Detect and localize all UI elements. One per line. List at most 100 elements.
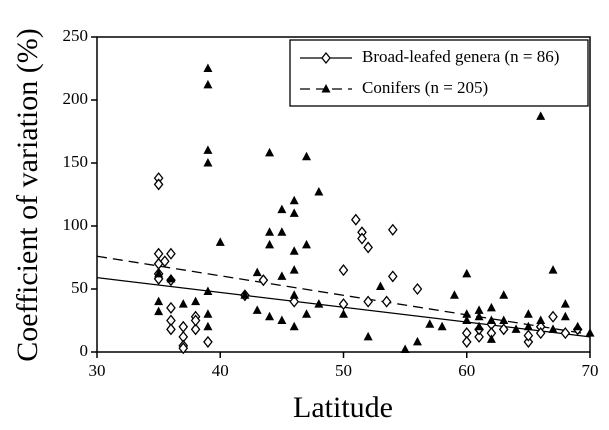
triangle-marker bbox=[289, 265, 299, 274]
triangle-marker bbox=[560, 299, 570, 308]
triangle-marker bbox=[499, 290, 509, 299]
triangle-marker bbox=[486, 334, 496, 343]
triangle-marker bbox=[321, 84, 331, 93]
triangle-marker bbox=[474, 321, 484, 331]
triangle-marker bbox=[265, 239, 275, 249]
diamond-marker bbox=[350, 213, 361, 226]
x-tick-label: 50 bbox=[335, 361, 352, 380]
diamond-marker bbox=[178, 320, 189, 333]
triangle-marker bbox=[203, 321, 213, 331]
y-tick-label: 250 bbox=[63, 26, 89, 45]
triangle-marker bbox=[499, 315, 509, 324]
triangle-marker bbox=[289, 195, 299, 205]
y-tick-label: 0 bbox=[80, 341, 89, 360]
triangle-marker bbox=[302, 239, 312, 249]
diamond-marker bbox=[412, 282, 423, 296]
diamond-marker bbox=[203, 335, 213, 348]
triangle-marker bbox=[289, 321, 299, 331]
y-tick-label: 150 bbox=[63, 152, 89, 171]
triangle-marker bbox=[302, 309, 312, 318]
triangle-marker bbox=[289, 208, 299, 217]
diamond-marker bbox=[498, 323, 509, 336]
triangle-marker bbox=[252, 267, 262, 277]
triangle-marker bbox=[203, 79, 213, 89]
trend-line bbox=[96, 255, 591, 336]
triangle-marker bbox=[289, 290, 299, 299]
triangle-marker bbox=[486, 302, 496, 312]
triangle-marker bbox=[462, 268, 472, 278]
diamond-marker bbox=[387, 223, 398, 236]
y-tick-label: 100 bbox=[63, 215, 89, 234]
diamond-marker bbox=[166, 301, 176, 314]
triangle-marker bbox=[166, 273, 176, 283]
y-tick-label: 50 bbox=[71, 278, 88, 297]
triangle-marker bbox=[203, 286, 213, 296]
x-tick-label: 60 bbox=[458, 361, 475, 380]
triangle-marker bbox=[462, 315, 472, 324]
diamond-marker bbox=[381, 295, 392, 308]
diamond-marker bbox=[190, 314, 201, 327]
triangle-marker bbox=[314, 299, 324, 308]
diamond-marker bbox=[166, 247, 176, 260]
triangle-marker bbox=[375, 281, 385, 290]
triangle-marker bbox=[252, 305, 262, 314]
diamond-marker bbox=[289, 295, 300, 308]
triangle-marker bbox=[302, 151, 312, 161]
triangle-marker bbox=[240, 290, 250, 299]
triangle-marker bbox=[462, 309, 472, 318]
triangle-marker bbox=[265, 147, 275, 157]
diamond-marker bbox=[523, 335, 534, 348]
triangle-marker bbox=[425, 319, 435, 328]
triangle-marker bbox=[203, 145, 213, 154]
diamond-marker bbox=[321, 51, 331, 65]
x-tick-label: 70 bbox=[582, 361, 599, 380]
triangle-marker bbox=[474, 311, 484, 321]
x-axis-title: Latitude bbox=[293, 391, 393, 424]
triangle-marker bbox=[178, 299, 188, 308]
diamond-marker bbox=[461, 335, 472, 348]
diamond-marker bbox=[560, 327, 571, 340]
diamond-marker bbox=[363, 295, 373, 308]
triangle-marker bbox=[486, 315, 496, 324]
y-axis-title: Coefficient of variation (%) bbox=[11, 28, 44, 362]
triangle-marker bbox=[548, 324, 558, 333]
triangle-marker bbox=[277, 227, 287, 236]
diamond-marker bbox=[159, 255, 170, 268]
y-tick-label: 200 bbox=[63, 89, 89, 108]
triangle-marker bbox=[573, 321, 583, 331]
legend-label: Broad-leafed genera (n = 86) bbox=[362, 47, 559, 66]
triangle-marker bbox=[191, 296, 201, 306]
diamond-marker bbox=[548, 310, 558, 323]
triangle-marker bbox=[363, 331, 373, 341]
triangle-marker bbox=[203, 309, 213, 318]
diamond-marker bbox=[363, 241, 373, 254]
diamond-marker bbox=[357, 232, 367, 245]
diamond-marker bbox=[474, 330, 484, 343]
triangle-marker bbox=[203, 63, 213, 72]
triangle-marker bbox=[536, 315, 546, 324]
diamond-marker bbox=[523, 329, 534, 342]
legend-label: Conifers (n = 205) bbox=[362, 78, 488, 97]
diamond-marker bbox=[178, 342, 189, 355]
diamond-marker bbox=[153, 247, 164, 260]
legend: Broad-leafed genera (n = 86) Conifers (n … bbox=[289, 39, 589, 107]
triangle-marker bbox=[437, 321, 447, 331]
triangle-marker bbox=[265, 227, 275, 236]
diamond-marker bbox=[338, 264, 349, 277]
triangle-marker bbox=[277, 271, 287, 280]
diamond-marker bbox=[387, 270, 398, 283]
triangle-marker bbox=[400, 344, 410, 353]
triangle-marker bbox=[511, 324, 521, 333]
triangle-marker bbox=[339, 309, 348, 318]
diamond-marker bbox=[190, 323, 201, 336]
triangle-marker bbox=[154, 306, 164, 316]
triangle-marker bbox=[474, 305, 484, 314]
triangle-marker bbox=[154, 268, 164, 278]
triangle-marker bbox=[289, 246, 299, 255]
triangle-marker bbox=[523, 309, 533, 318]
diamond-marker bbox=[258, 274, 269, 287]
triangle-marker bbox=[536, 111, 546, 120]
x-tick-label: 40 bbox=[212, 361, 229, 380]
triangle-marker bbox=[412, 336, 422, 346]
diamond-marker bbox=[153, 178, 164, 191]
